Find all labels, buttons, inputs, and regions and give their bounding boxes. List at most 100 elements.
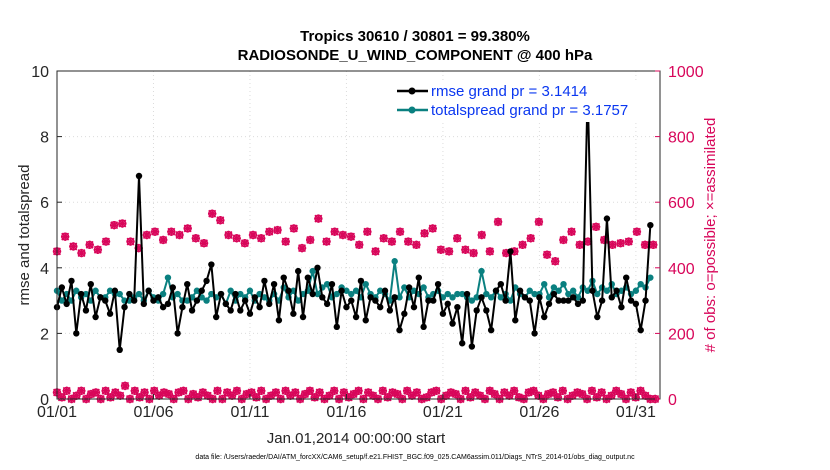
rmse-point: [135, 172, 143, 180]
obs-high-point: [420, 229, 429, 238]
totalspread-point: [497, 294, 505, 301]
rmse-point: [106, 310, 114, 317]
totalspread-point: [574, 294, 582, 301]
obs-high-point: [428, 224, 437, 233]
obs-low-point: [135, 393, 144, 402]
totalspread-point: [526, 287, 533, 294]
totalspread-point: [314, 290, 321, 298]
rmse-point: [632, 300, 640, 308]
y-tick-label-left: 0: [40, 392, 49, 409]
x-tick-label: 01/31: [616, 404, 656, 421]
obs-high-point: [158, 235, 168, 245]
obs-high-point: [191, 234, 201, 243]
obs-low-point: [106, 393, 115, 402]
rmse-point: [386, 307, 394, 314]
totalspread-point: [603, 287, 611, 294]
obs-high-point: [346, 232, 356, 241]
rmse-point: [203, 277, 210, 285]
rmse-point: [497, 281, 505, 288]
obs-high-point: [207, 209, 217, 218]
rmse-point: [266, 300, 273, 308]
obs-low-point: [150, 386, 159, 395]
rmse-point: [550, 290, 558, 298]
obs-high-point: [649, 240, 658, 250]
obs-low-point: [77, 386, 86, 395]
totalspread-point: [352, 287, 360, 294]
x-tick-label: 01/06: [133, 404, 173, 421]
rmse-point: [613, 287, 620, 294]
totalspread-point: [174, 290, 181, 298]
totalspread-point: [468, 297, 476, 304]
totalspread-point: [237, 290, 244, 298]
obs-high-point: [453, 234, 462, 243]
y-axis-right-label: # of obs: o=possible; ×=assimilated: [702, 118, 719, 353]
obs-high-point: [281, 237, 290, 246]
rmse-point: [569, 294, 577, 301]
obs-high-point: [526, 234, 535, 243]
rmse-point: [246, 310, 254, 317]
totalspread-point: [541, 281, 548, 288]
rmse-point: [97, 294, 104, 301]
y-tick-label-right: 800: [668, 130, 695, 147]
rmse-point: [391, 294, 398, 301]
obs-high-point: [265, 227, 274, 236]
totalspread-point: [507, 297, 514, 304]
rmse-point: [357, 277, 365, 285]
rmse-point: [169, 284, 176, 291]
obs-low-point: [412, 388, 422, 397]
totalspread-point: [227, 287, 234, 294]
y-tick-label-left: 8: [40, 130, 49, 147]
obs-low-point: [461, 386, 470, 395]
obs-low-point: [587, 386, 597, 395]
y-tick-label-right: 0: [668, 392, 677, 409]
rmse-point: [594, 313, 601, 321]
rmse-point: [430, 297, 437, 304]
obs-high-point: [93, 245, 103, 254]
y-tick-label-left: 2: [40, 326, 49, 343]
obs-low-point: [140, 388, 149, 397]
rmse-point: [121, 303, 128, 311]
obs-high-point: [297, 243, 307, 253]
rmse-point: [188, 307, 196, 314]
x-axis-label: Jan.01,2014 00:00:00 start: [267, 430, 446, 447]
rmse-point: [618, 303, 625, 311]
obs-low-point: [451, 389, 460, 399]
totalspread-point: [487, 294, 495, 301]
rmse-point: [145, 287, 152, 294]
totalspread-point: [323, 281, 331, 288]
rmse-point: [237, 307, 244, 314]
totalspread-point: [555, 287, 562, 294]
y-axis-left: 0 2 4 6 8 10: [31, 64, 62, 409]
totalspread-point: [594, 290, 601, 298]
rmse-point: [92, 313, 99, 321]
rmse-point: [507, 248, 514, 255]
rmse-point: [598, 297, 606, 304]
obs-low-point: [339, 388, 349, 397]
footer-data-file: data file: /Users/raeder/DAI/ATM_forcXX/…: [195, 454, 635, 461]
obs-high-point: [534, 217, 544, 227]
totalspread-point: [483, 290, 490, 298]
rmse-point: [473, 307, 480, 314]
rmse-point: [439, 310, 447, 317]
rmse-point: [637, 326, 644, 334]
obs-low-point: [252, 393, 261, 402]
totalspread-point: [444, 290, 451, 298]
obs-low-point: [616, 389, 626, 399]
rmse-point: [468, 343, 476, 350]
totalspread-point: [309, 267, 316, 275]
obs-high-point: [85, 240, 94, 250]
obs-low-point: [636, 386, 645, 395]
obs-low-point: [330, 386, 339, 395]
obs-high-point: [306, 235, 315, 245]
y-tick-label-left: 6: [40, 195, 49, 212]
totalspread-point: [333, 290, 340, 298]
obs-low-point: [62, 386, 71, 395]
rmse-point: [647, 221, 654, 229]
totalspread-point: [261, 294, 268, 301]
rmse-point: [492, 287, 500, 294]
totalspread-point: [203, 297, 210, 304]
rmse-point: [111, 287, 119, 294]
totalspread-point: [584, 287, 591, 294]
obs-high-point: [379, 234, 388, 243]
